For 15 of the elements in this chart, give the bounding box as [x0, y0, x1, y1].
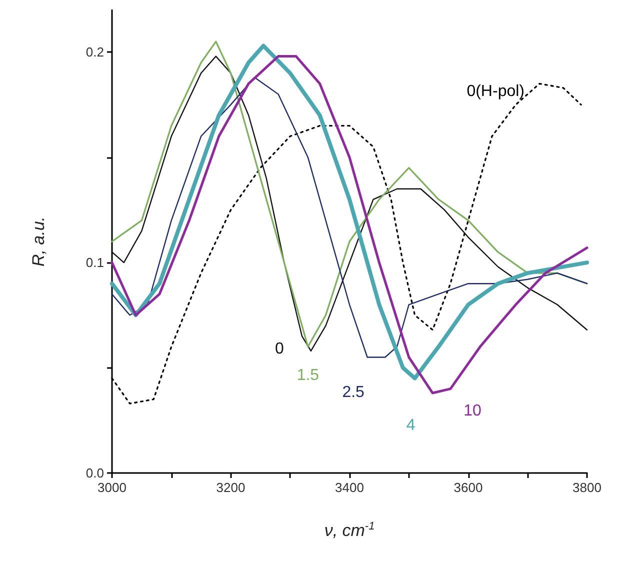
- series-label: 0(H-pol): [466, 83, 524, 100]
- x-tick-label: 3000: [98, 480, 126, 495]
- x-tick-label: 3600: [454, 480, 483, 495]
- series-label: 2.5: [342, 384, 365, 401]
- x-tick-label: 3800: [572, 480, 602, 495]
- x-tick-label: 3400: [335, 480, 364, 495]
- y-axis-title: R, a.u.: [29, 216, 48, 267]
- series-label: 0: [275, 340, 284, 358]
- y-tick-label: 0.2: [86, 44, 104, 60]
- text: 4: [406, 416, 416, 434]
- x-tick-label: 3200: [216, 480, 246, 495]
- series-label: 1.5: [296, 367, 320, 384]
- y-tick-label: 0.0: [86, 466, 104, 480]
- series-label: 10: [464, 402, 482, 420]
- y-tick-label: 0.1: [86, 255, 104, 270]
